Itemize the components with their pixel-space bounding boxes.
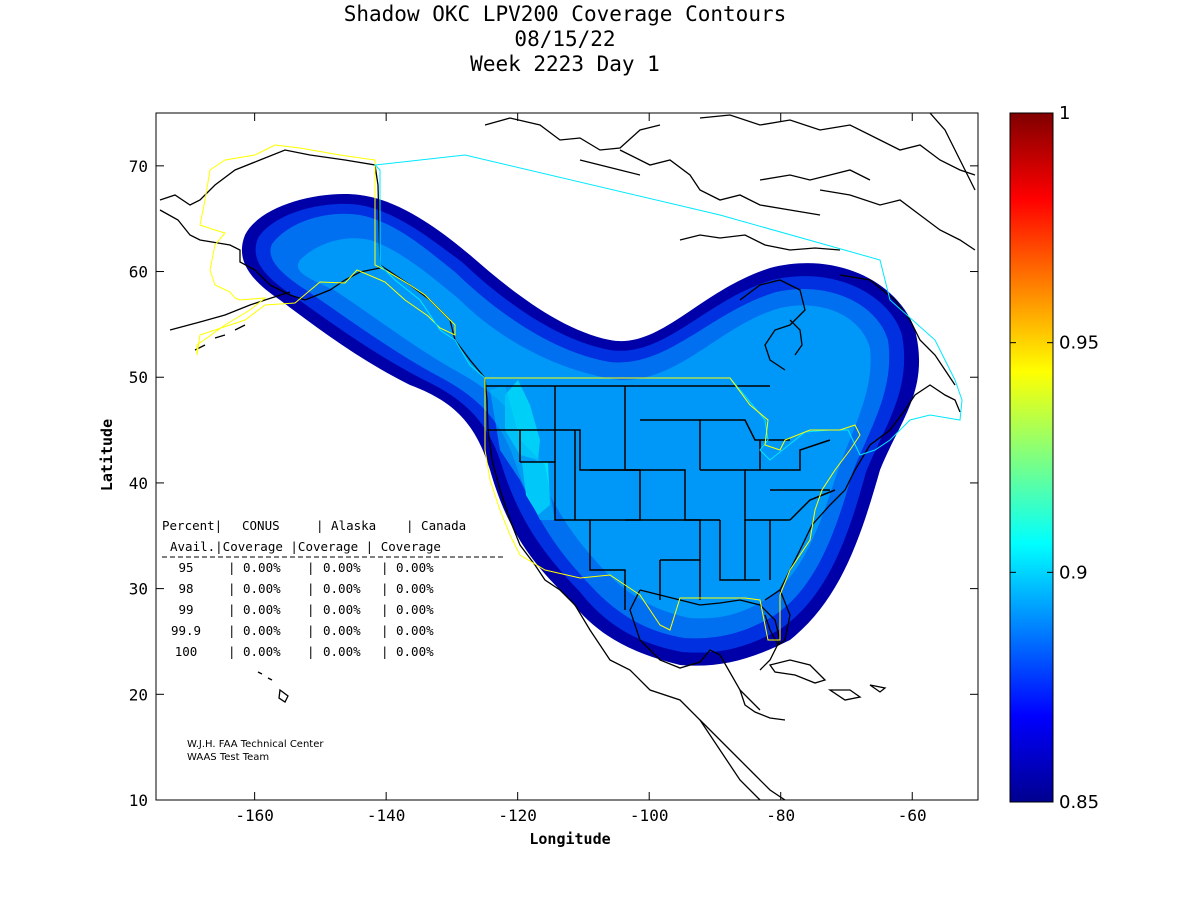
table-cell-alaska: 0.00% (323, 644, 361, 659)
coverage-high-area-3 (490, 385, 555, 520)
chart-title-line2: 08/15/22 (514, 27, 616, 51)
table-separator: | (228, 560, 236, 575)
table-separator: | (307, 602, 315, 617)
coastlines (159, 113, 976, 800)
table-cell-canada: 0.00% (396, 581, 434, 596)
y-tick-label: 60 (129, 263, 148, 282)
table-cell-alaska: 0.00% (323, 581, 361, 596)
table-header-percent: Percent| (162, 518, 222, 533)
y-tick-label: 70 (129, 157, 148, 176)
table-cell-alaska: 0.00% (323, 623, 361, 638)
x-axis-ticks: -160 -140 -120 -100 -80 -60 (235, 113, 927, 825)
table-cell-alaska: 0.00% (323, 602, 361, 617)
table-cell-avail: 99 (178, 602, 193, 617)
table-separator: | (228, 581, 236, 596)
colorbar (1009, 112, 1054, 803)
table-separator: | (307, 623, 315, 638)
credit-line2: WAAS Test Team (187, 752, 269, 763)
colorbar-tick-label: 0.95 (1059, 333, 1099, 354)
table-cell-conus: 0.00% (243, 623, 281, 638)
table-separator: | (381, 560, 389, 575)
table-separator: | (381, 644, 389, 659)
y-tick-label: 50 (129, 368, 148, 387)
colorbar-tick-label: 1 (1059, 103, 1070, 124)
table-separator: | (228, 644, 236, 659)
x-tick-label: -120 (498, 806, 537, 825)
table-header-row2: Avail.|Coverage |Coverage | Coverage (170, 539, 441, 554)
x-tick-label: -60 (898, 806, 927, 825)
x-tick-label: -140 (367, 806, 406, 825)
table-separator: | (307, 644, 315, 659)
coverage-band-core (297, 238, 871, 619)
colorbar-ticks: 0.85 0.9 0.95 1 (1010, 103, 1099, 813)
table-separator: | (228, 623, 236, 638)
table-separator: | (381, 581, 389, 596)
table-separator: | (381, 623, 389, 638)
x-axis-title: Longitude (529, 830, 610, 848)
table-header-canada: | Canada (406, 518, 466, 533)
table-cell-conus: 0.00% (243, 560, 281, 575)
y-tick-label: 20 (129, 685, 148, 704)
table-cell-canada: 0.00% (396, 623, 434, 638)
credit-line1: W.J.H. FAA Technical Center (187, 739, 324, 750)
plot-frame (155, 112, 979, 801)
y-axis-ticks: 10 20 30 40 50 60 70 (129, 157, 978, 810)
y-tick-label: 30 (129, 580, 148, 599)
conus-boundary (484, 377, 861, 641)
y-tick-label: 10 (129, 791, 148, 810)
table-cell-canada: 0.00% (396, 602, 434, 617)
table-cell-avail: 98 (178, 581, 193, 596)
y-tick-label: 40 (129, 474, 148, 493)
colorbar-tick-label: 0.85 (1059, 792, 1099, 813)
chart-title-line3: Week 2223 Day 1 (470, 52, 660, 76)
table-cell-avail: 100 (175, 644, 198, 659)
colorbar-tick-label: 0.9 (1059, 562, 1088, 583)
table-cell-conus: 0.00% (243, 581, 281, 596)
table-cell-canada: 0.00% (396, 644, 434, 659)
x-tick-label: -80 (766, 806, 795, 825)
table-cell-conus: 0.00% (243, 602, 281, 617)
state-boundaries (485, 385, 836, 610)
table-separator: | (228, 602, 236, 617)
chart-title-line1: Shadow OKC LPV200 Coverage Contours (343, 2, 787, 26)
table-cell-avail: 99.9 (171, 623, 201, 638)
table-header-alaska: | Alaska (316, 518, 376, 533)
table-cell-conus: 0.00% (243, 644, 281, 659)
x-tick-label: -100 (630, 806, 669, 825)
coverage-table: Percent| CONUS | Alaska | Canada Avail.|… (162, 518, 503, 659)
table-separator: | (381, 602, 389, 617)
table-cell-canada: 0.00% (396, 560, 434, 575)
x-tick-label: -160 (235, 806, 274, 825)
table-header-conus: CONUS (242, 518, 280, 533)
y-axis-title: Latitude (98, 419, 116, 491)
alaska-boundary (196, 144, 456, 356)
table-cell-avail: 95 (178, 560, 193, 575)
table-separator: | (307, 581, 315, 596)
table-separator: | (307, 560, 315, 575)
region-boundaries (196, 144, 963, 641)
table-cell-alaska: 0.00% (323, 560, 361, 575)
